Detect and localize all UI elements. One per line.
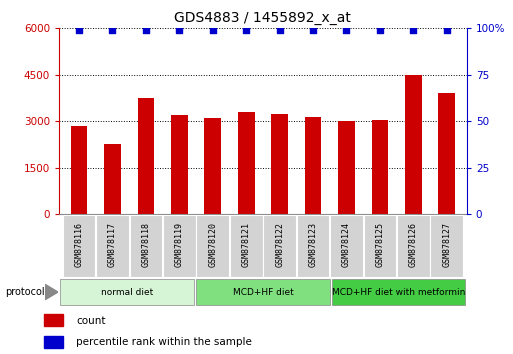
Bar <box>204 118 221 214</box>
Bar <box>305 116 322 214</box>
FancyBboxPatch shape <box>230 215 263 277</box>
Point <box>342 27 350 33</box>
Point <box>376 27 384 33</box>
Bar <box>171 115 188 214</box>
Bar <box>439 93 455 214</box>
Title: GDS4883 / 1455892_x_at: GDS4883 / 1455892_x_at <box>174 11 351 24</box>
Text: MCD+HF diet: MCD+HF diet <box>232 287 293 297</box>
Bar <box>405 75 422 214</box>
Point <box>175 27 184 33</box>
FancyBboxPatch shape <box>63 215 95 277</box>
FancyBboxPatch shape <box>263 215 296 277</box>
Bar <box>338 121 355 214</box>
FancyBboxPatch shape <box>196 279 329 305</box>
Text: count: count <box>76 315 106 326</box>
Text: GSM878119: GSM878119 <box>175 222 184 267</box>
Text: GSM878124: GSM878124 <box>342 222 351 267</box>
Text: MCD+HF diet with metformin: MCD+HF diet with metformin <box>332 287 465 297</box>
Point <box>242 27 250 33</box>
Bar <box>44 314 63 326</box>
FancyBboxPatch shape <box>61 279 193 305</box>
FancyBboxPatch shape <box>196 215 229 277</box>
Point <box>209 27 217 33</box>
Text: GSM878122: GSM878122 <box>275 222 284 267</box>
Bar <box>371 120 388 214</box>
Polygon shape <box>45 284 58 300</box>
Bar <box>238 112 254 214</box>
FancyBboxPatch shape <box>129 215 162 277</box>
Point <box>409 27 418 33</box>
Point <box>443 27 451 33</box>
Bar <box>271 114 288 214</box>
Text: normal diet: normal diet <box>101 287 153 297</box>
Text: GSM878125: GSM878125 <box>376 222 384 267</box>
Bar <box>104 144 121 214</box>
Bar <box>137 98 154 214</box>
FancyBboxPatch shape <box>330 215 363 277</box>
FancyBboxPatch shape <box>430 215 463 277</box>
Point <box>275 27 284 33</box>
FancyBboxPatch shape <box>96 215 129 277</box>
Text: GSM878118: GSM878118 <box>142 222 150 267</box>
Text: protocol: protocol <box>5 287 45 297</box>
FancyBboxPatch shape <box>397 215 430 277</box>
Point <box>309 27 317 33</box>
FancyBboxPatch shape <box>163 215 196 277</box>
FancyBboxPatch shape <box>297 215 329 277</box>
FancyBboxPatch shape <box>364 215 397 277</box>
Point <box>108 27 116 33</box>
Text: GSM878116: GSM878116 <box>74 222 84 267</box>
Text: GSM878120: GSM878120 <box>208 222 218 267</box>
Text: GSM878123: GSM878123 <box>308 222 318 267</box>
Point <box>75 27 83 33</box>
Text: GSM878127: GSM878127 <box>442 222 451 267</box>
Text: percentile rank within the sample: percentile rank within the sample <box>76 337 252 347</box>
Text: GSM878117: GSM878117 <box>108 222 117 267</box>
Point <box>142 27 150 33</box>
FancyBboxPatch shape <box>332 279 465 305</box>
Bar <box>71 126 87 214</box>
Bar <box>44 336 63 348</box>
Text: GSM878126: GSM878126 <box>409 222 418 267</box>
Text: GSM878121: GSM878121 <box>242 222 251 267</box>
